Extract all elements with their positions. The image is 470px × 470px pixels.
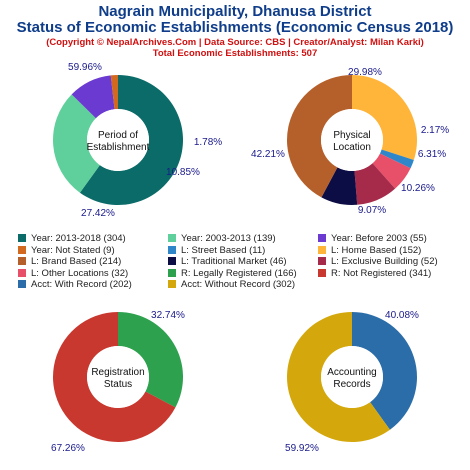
- legend-item: L: Exclusive Building (52): [318, 256, 438, 267]
- percent-label: 27.42%: [81, 208, 115, 219]
- legend-item: Acct: Without Record (302): [168, 279, 295, 290]
- percent-label: 10.85%: [166, 167, 200, 178]
- chart-title: Nagrain Municipality, Dhanusa District: [98, 3, 372, 20]
- legend-label: L: Exclusive Building (52): [331, 256, 438, 267]
- legend-item: L: Other Locations (32): [18, 268, 128, 279]
- legend-label: L: Brand Based (214): [31, 256, 122, 267]
- donut-1: 59.96% 27.42% 10.85% 1.78% Period ofEstablis…: [53, 62, 222, 219]
- donut-center-label: Records: [333, 379, 370, 390]
- legend-item: R: Legally Registered (166): [168, 268, 297, 279]
- legend-label: R: Not Registered (341): [331, 267, 432, 279]
- legend-label: Acct: Without Record (302): [181, 279, 296, 290]
- legend-swatch: [318, 257, 326, 265]
- slice-year-not-stated: [110, 75, 118, 110]
- donut-center-label: Period of: [98, 130, 138, 141]
- donut-hole: [321, 109, 383, 171]
- slice-r-legally-registered: [118, 312, 183, 408]
- donut-center-label: Registration: [91, 367, 144, 378]
- slice-l-traditional-market: [321, 167, 358, 205]
- percent-label: 42.21%: [251, 149, 285, 160]
- legend-label: L: Other Locations (32): [31, 267, 129, 279]
- donut-center-label: Location: [333, 142, 371, 153]
- percent-label: 10.26%: [401, 183, 435, 194]
- legend-item: L: Traditional Market (46): [168, 256, 287, 267]
- legend-swatch: [168, 280, 176, 288]
- donut-center-label: Status: [104, 379, 132, 390]
- donut-hole: [87, 109, 149, 171]
- legend-item: L: Brand Based (214): [18, 256, 121, 267]
- legend-swatch: [18, 245, 26, 254]
- donut-center-label: Establishment: [87, 142, 150, 153]
- percent-label: 59.96%: [68, 62, 102, 73]
- slice-l-street-based: [379, 149, 414, 169]
- legend-label: L: Home Based (152): [331, 244, 422, 256]
- legend-swatch: [168, 234, 176, 242]
- legend-item: Year: Not Stated (9): [18, 245, 115, 256]
- percent-label: 9.07%: [358, 205, 386, 216]
- chart-subtitle: Status of Economic Establishments (Econo…: [16, 19, 454, 36]
- percent-label: 67.26%: [51, 443, 85, 454]
- donut-hole: [87, 346, 149, 408]
- donut-center-label: Physical: [333, 130, 370, 141]
- legend-item: L: Street Based (11): [168, 245, 265, 256]
- legend-label: Year: Not Stated (9): [31, 244, 115, 256]
- legend-label: Year: Before 2003 (55): [331, 233, 427, 244]
- slice-r-not-registered: [53, 312, 176, 442]
- percent-label: 32.74%: [151, 310, 185, 321]
- legend-label: L: Street Based (11): [181, 244, 266, 256]
- percent-label: 2.17%: [421, 125, 449, 136]
- percent-label: 1.78%: [194, 137, 222, 148]
- legend-label: R: Legally Registered (166): [181, 267, 297, 279]
- slice-acct-without-record: [286, 312, 390, 443]
- slice-year-2013-2018: [79, 75, 183, 205]
- legend-swatch: [168, 268, 176, 277]
- slice-acct-with-record: [352, 312, 417, 430]
- legend-item: R: Not Registered (341): [318, 268, 431, 279]
- legend-swatch: [318, 245, 326, 254]
- legend-label: Acct: With Record (202): [31, 279, 132, 290]
- total-establishments: Total Economic Establishments: 507: [152, 48, 318, 59]
- legend-swatch: [168, 245, 176, 254]
- slice-l-other-locations: [372, 153, 411, 189]
- slice-l-brand-based: [287, 75, 352, 198]
- legend-item: Year: 2003-2013 (139): [168, 233, 276, 244]
- slice-l-home-based: [352, 75, 418, 161]
- legend-item: Acct: With Record (202): [18, 279, 132, 290]
- percent-label: 59.92%: [285, 443, 319, 454]
- legend-swatch: [18, 257, 26, 265]
- legend-swatch: [18, 280, 26, 288]
- percent-label: 29.98%: [348, 67, 382, 78]
- donut-2: 29.98% 2.17% 6.31% 10.26% 9.07% 42.21% Physica…: [251, 67, 449, 216]
- legend-swatch: [18, 268, 26, 277]
- donut-hole: [321, 346, 383, 408]
- slice-year-before-2003: [71, 75, 115, 119]
- legend-label: Year: 2013-2018 (304): [31, 233, 126, 244]
- slice-l-exclusive-building: [354, 163, 396, 205]
- legend-swatch: [318, 234, 326, 242]
- legend-swatch: [168, 257, 176, 265]
- percent-label: 40.08%: [385, 310, 419, 321]
- legend-item: L: Home Based (152): [318, 245, 421, 256]
- slice-year-2003-2013: [53, 94, 100, 193]
- legend-item: Year: Before 2003 (55): [318, 233, 427, 244]
- legend-swatch: [18, 234, 26, 242]
- donut-center-label: Accounting: [327, 367, 376, 378]
- legend-label: Year: 2003-2013 (139): [181, 233, 276, 244]
- legend-label: L: Traditional Market (46): [181, 256, 287, 267]
- percent-label: 6.31%: [418, 149, 446, 160]
- credits-line: (Copyright © NepalArchives.Com | Data So…: [46, 37, 424, 48]
- legend-swatch: [318, 268, 326, 277]
- legend-item: Year: 2013-2018 (304): [18, 233, 126, 244]
